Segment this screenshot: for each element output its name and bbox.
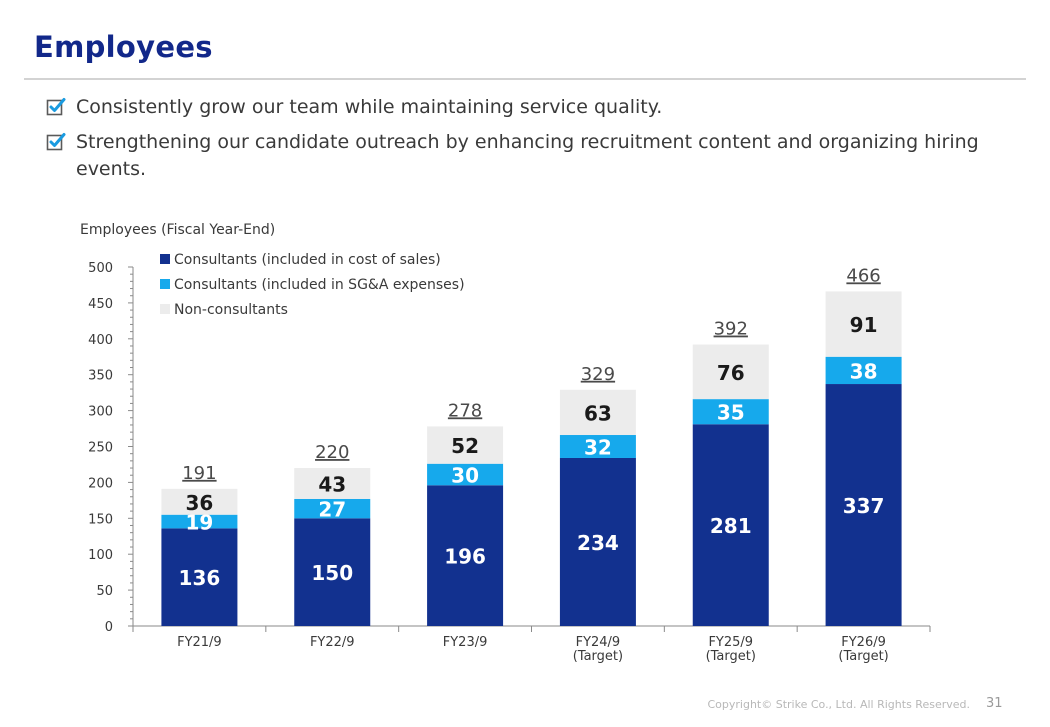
data-label-consultants-sga: 27 [318,498,346,522]
x-tick-label: FY24/9 [576,635,621,650]
bullet-list: Consistently grow our team while maintai… [46,94,1006,191]
legend-label: Consultants (included in cost of sales) [174,252,441,268]
bar-segment-consultants-sga [427,463,504,486]
x-tick-label: FY21/9 [177,635,222,650]
bar-segment-consultants-sga [161,514,238,529]
data-label-consultants-sga: 35 [717,401,745,425]
y-tick-label: 200 [88,476,113,491]
bullet-item: Consistently grow our team while maintai… [46,94,1006,121]
bar-segment-non-consultants [427,426,504,464]
data-label-non-consultants: 76 [717,361,745,385]
bar-segment-consultants-cos [294,518,371,626]
page-number: 31 [986,696,1003,711]
bar-segment-consultants-sga [692,399,769,425]
x-tick-label: FY23/9 [443,635,488,650]
total-label: 392 [714,319,748,340]
bar-segment-consultants-cos [825,384,902,626]
checkbox-checked-icon [46,98,66,116]
data-label-consultants-sga: 30 [451,464,479,488]
data-label-consultants-cos: 136 [179,566,221,590]
data-label-non-consultants: 91 [850,313,878,337]
chart-legend: Consultants (included in cost of sales) C… [160,252,465,318]
total-label: 220 [315,442,349,463]
bar-segment-non-consultants [692,344,769,400]
y-tick-label: 350 [88,369,113,384]
legend-swatch [160,279,170,289]
data-label-non-consultants: 36 [185,491,213,515]
x-tick-label: FY26/9 [841,635,886,650]
page-title: Employees [34,30,213,64]
total-label: 329 [581,364,615,385]
bar-segment-consultants-sga [825,356,902,385]
data-label-consultants-cos: 150 [311,561,353,585]
data-label-non-consultants: 63 [584,401,612,425]
total-label: 278 [448,400,482,421]
bar-segment-non-consultants [559,389,636,436]
bar-segment-non-consultants [294,468,371,499]
y-tick-label: 50 [96,584,113,599]
checkbox-checked-icon [46,133,66,151]
x-tick-label: (Target) [706,649,756,664]
data-label-consultants-cos: 337 [843,494,885,518]
data-label-consultants-sga: 32 [584,436,612,460]
legend-swatch [160,254,170,264]
data-label-consultants-cos: 234 [577,531,619,555]
total-label: 191 [182,463,216,484]
x-tick-label: FY22/9 [310,635,355,650]
bar-segment-consultants-sga [294,498,371,519]
data-label-non-consultants: 43 [318,472,346,496]
legend-label: Consultants (included in SG&A expenses) [174,277,465,293]
bullet-text: Strengthening our candidate outreach by … [76,131,979,180]
y-tick-label: 450 [88,297,113,312]
chart-axes: 0 50 100 150 200 250 300 350 400 450 500 FY21/9 FY22… [88,261,931,664]
bullet-text: Consistently grow our team while maintai… [76,96,663,118]
bar-segment-consultants-cos [692,424,769,626]
y-tick-label: 500 [88,261,113,276]
bar-segment-consultants-cos [161,528,238,626]
x-tick-label: FY25/9 [708,635,753,650]
x-tick-label: (Target) [573,649,623,664]
bar-segment-consultants-cos [559,457,636,626]
y-axis-label: Employees (Fiscal Year-End) [80,222,275,238]
data-label-consultants-cos: 281 [710,514,752,538]
bar-segment-non-consultants [161,488,238,515]
y-tick-label: 400 [88,333,113,348]
y-tick-label: 300 [88,405,113,420]
data-label-consultants-sga: 38 [850,359,878,383]
legend-label: Non-consultants [174,302,288,318]
title-divider [24,78,1026,80]
y-tick-label: 0 [105,620,113,635]
bar-segment-non-consultants [825,291,902,357]
chart-bars: 1361936191150274322019630522782343263329… [161,265,902,626]
bullet-item: Strengthening our candidate outreach by … [46,129,1006,183]
copyright-text: Copyright© Strike Co., Ltd. All Rights R… [707,698,970,711]
bar-segment-consultants-cos [427,485,504,626]
legend-swatch [160,304,170,314]
y-tick-label: 100 [88,548,113,563]
x-tick-label: (Target) [838,649,888,664]
data-label-consultants-cos: 196 [444,545,486,569]
bar-segment-consultants-sga [559,435,636,458]
total-label: 466 [846,265,880,286]
y-tick-label: 150 [88,512,113,527]
data-label-non-consultants: 52 [451,434,479,458]
y-tick-label: 250 [88,441,113,456]
